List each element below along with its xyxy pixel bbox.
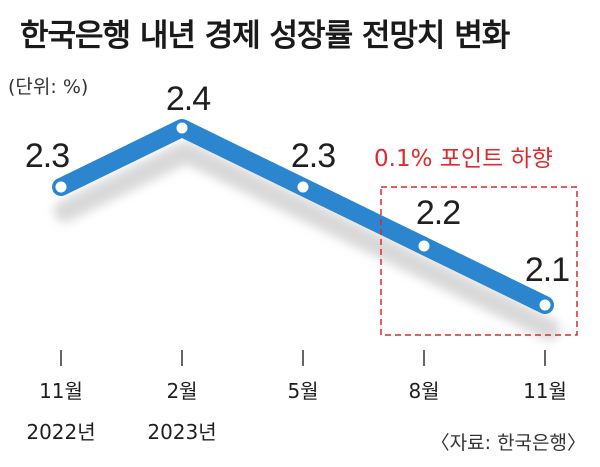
data-point-1: [176, 122, 188, 134]
x-sublabel-1: 2023년: [147, 420, 216, 444]
value-label-0: 2.3: [25, 137, 69, 175]
x-label-0: 11월: [39, 379, 83, 403]
data-point-0: [55, 181, 67, 193]
chart-title: 한국은행 내년 경제 성장률 전망치 변화: [20, 18, 510, 54]
value-label-3: 2.2: [416, 194, 460, 232]
annotation-text: 0.1% 포인트 하향: [374, 146, 553, 172]
x-label-3: 8월: [408, 379, 439, 403]
value-label-1: 2.4: [166, 80, 210, 118]
highlight-box: [380, 186, 578, 336]
series-line-shadow: [54, 141, 560, 340]
value-label-4: 2.1: [525, 251, 569, 289]
value-label-2: 2.3: [291, 137, 335, 175]
x-label-4: 11월: [523, 379, 567, 403]
x-label-1: 2월: [166, 379, 197, 403]
data-point-4: [539, 299, 551, 311]
source-label: 〈자료: 한국은행〉: [430, 432, 586, 454]
data-point-2: [297, 181, 309, 193]
unit-label: (단위: %): [8, 76, 89, 98]
x-sublabel-0: 2022년: [26, 420, 95, 444]
data-point-3: [418, 240, 430, 252]
x-label-2: 5월: [287, 379, 318, 403]
